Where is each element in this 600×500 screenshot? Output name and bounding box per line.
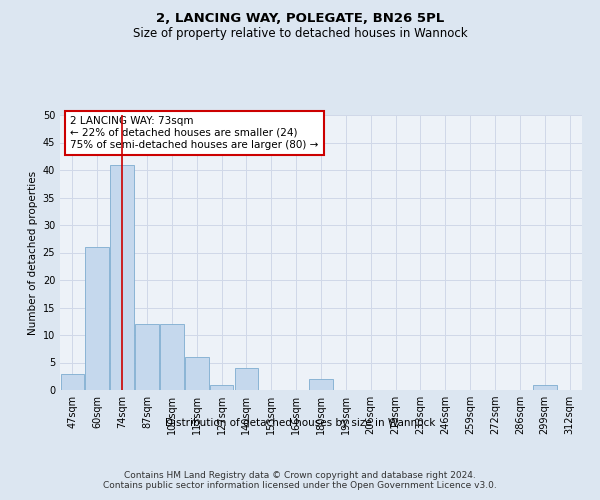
Text: Distribution of detached houses by size in Wannock: Distribution of detached houses by size … [165,418,435,428]
Bar [160,324,184,390]
Bar [235,368,258,390]
Text: 2 LANCING WAY: 73sqm
← 22% of detached houses are smaller (24)
75% of semi-detac: 2 LANCING WAY: 73sqm ← 22% of detached h… [70,116,319,150]
Bar [309,379,333,390]
Bar [210,384,233,390]
Bar [533,384,557,390]
Text: 2, LANCING WAY, POLEGATE, BN26 5PL: 2, LANCING WAY, POLEGATE, BN26 5PL [156,12,444,26]
Bar [185,357,209,390]
Bar [135,324,159,390]
Text: Size of property relative to detached houses in Wannock: Size of property relative to detached ho… [133,28,467,40]
Bar [85,247,109,390]
Text: Contains HM Land Registry data © Crown copyright and database right 2024.
Contai: Contains HM Land Registry data © Crown c… [103,470,497,490]
Bar [61,374,84,390]
Y-axis label: Number of detached properties: Number of detached properties [28,170,38,334]
Bar [110,164,134,390]
